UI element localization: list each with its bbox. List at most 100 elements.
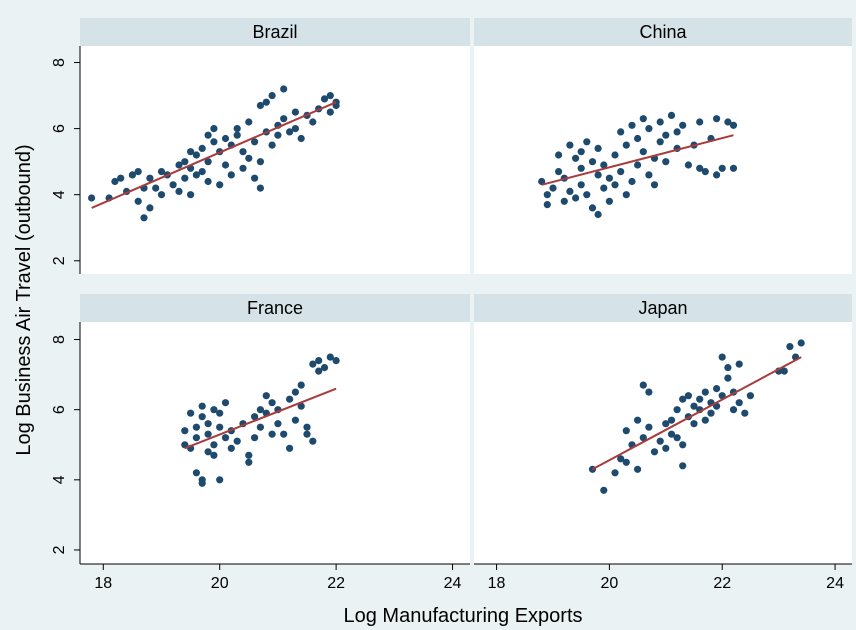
data-point — [233, 437, 241, 445]
data-point — [729, 121, 738, 129]
data-point — [181, 427, 189, 435]
data-point — [280, 85, 288, 93]
x-tick-label: 20 — [601, 575, 619, 592]
data-point — [656, 138, 664, 146]
panel-strip — [474, 18, 852, 46]
x-tick-label: 22 — [327, 575, 345, 592]
data-point — [701, 416, 709, 424]
data-point — [204, 131, 212, 139]
fit-line — [91, 101, 337, 209]
data-point — [634, 416, 642, 424]
data-point — [583, 138, 591, 146]
y-tick-label: 2 — [51, 256, 68, 265]
data-point — [256, 158, 264, 166]
data-point — [227, 444, 235, 452]
data-point — [617, 128, 625, 136]
data-point — [251, 138, 259, 146]
data-point — [256, 184, 264, 192]
data-point — [696, 395, 704, 403]
data-point — [713, 171, 721, 179]
data-point — [192, 423, 200, 431]
data-point — [662, 158, 670, 166]
data-point — [256, 406, 264, 414]
data-point — [332, 357, 340, 365]
data-point — [268, 141, 276, 149]
y-tick-label: 6 — [51, 405, 68, 414]
data-point — [169, 181, 177, 189]
data-point — [192, 434, 200, 442]
data-point — [566, 141, 574, 149]
x-tick-label: 20 — [211, 575, 229, 592]
data-point — [291, 416, 299, 424]
data-point — [605, 174, 614, 182]
y-axis-title: Log Business Air Travel (outbound) — [13, 144, 35, 455]
data-point — [611, 151, 619, 159]
fit-line — [592, 356, 802, 471]
data-point — [204, 420, 212, 428]
data-point — [152, 184, 160, 192]
data-point — [262, 98, 270, 106]
data-point — [192, 151, 200, 159]
data-point — [326, 92, 334, 100]
data-point — [622, 458, 630, 466]
data-point — [268, 92, 276, 100]
data-point — [291, 108, 299, 116]
data-point — [320, 364, 329, 372]
data-point — [679, 462, 687, 470]
data-point — [315, 367, 323, 375]
data-point — [187, 148, 195, 156]
data-point — [192, 469, 200, 477]
data-point — [198, 144, 206, 152]
fit-line — [184, 387, 337, 450]
data-point — [128, 171, 136, 179]
data-point — [204, 430, 212, 438]
data-point — [309, 360, 317, 368]
panel-strip — [80, 18, 470, 46]
data-point — [588, 158, 597, 166]
data-point — [639, 434, 647, 442]
data-point — [555, 168, 563, 176]
data-point — [210, 138, 218, 146]
data-point — [718, 164, 726, 172]
y-tick-label: 2 — [51, 545, 68, 554]
data-point — [634, 161, 642, 169]
data-point — [204, 158, 212, 166]
data-point — [181, 158, 189, 166]
data-point — [724, 374, 732, 382]
data-point — [280, 115, 288, 123]
data-point — [262, 392, 270, 400]
data-point — [735, 360, 743, 368]
data-point — [673, 406, 681, 414]
plot-area — [80, 322, 470, 564]
data-point — [572, 154, 580, 162]
data-point — [251, 174, 259, 182]
data-point — [656, 437, 664, 445]
data-point — [198, 402, 206, 410]
data-point — [594, 210, 602, 219]
data-point — [210, 125, 218, 133]
data-point — [233, 131, 241, 139]
data-point — [216, 423, 224, 431]
panel-strip — [80, 294, 470, 322]
data-point — [707, 409, 715, 417]
data-point — [286, 128, 294, 136]
data-point — [690, 420, 698, 428]
data-point — [320, 95, 329, 103]
data-point — [713, 385, 721, 393]
x-tick-label: 24 — [444, 575, 462, 592]
data-point — [600, 184, 608, 192]
y-tick-label: 8 — [51, 335, 68, 344]
data-point — [628, 177, 636, 186]
y-tick-label: 8 — [51, 58, 68, 67]
x-axis-title: Log Manufacturing Exports — [343, 605, 582, 627]
panel-title: China — [639, 22, 687, 42]
data-point — [594, 171, 602, 179]
data-point — [684, 392, 693, 400]
panel-china: China — [474, 18, 852, 274]
data-point — [741, 409, 749, 417]
data-point — [555, 151, 563, 159]
data-point — [326, 353, 334, 361]
data-point — [256, 423, 264, 431]
data-point — [245, 451, 253, 459]
